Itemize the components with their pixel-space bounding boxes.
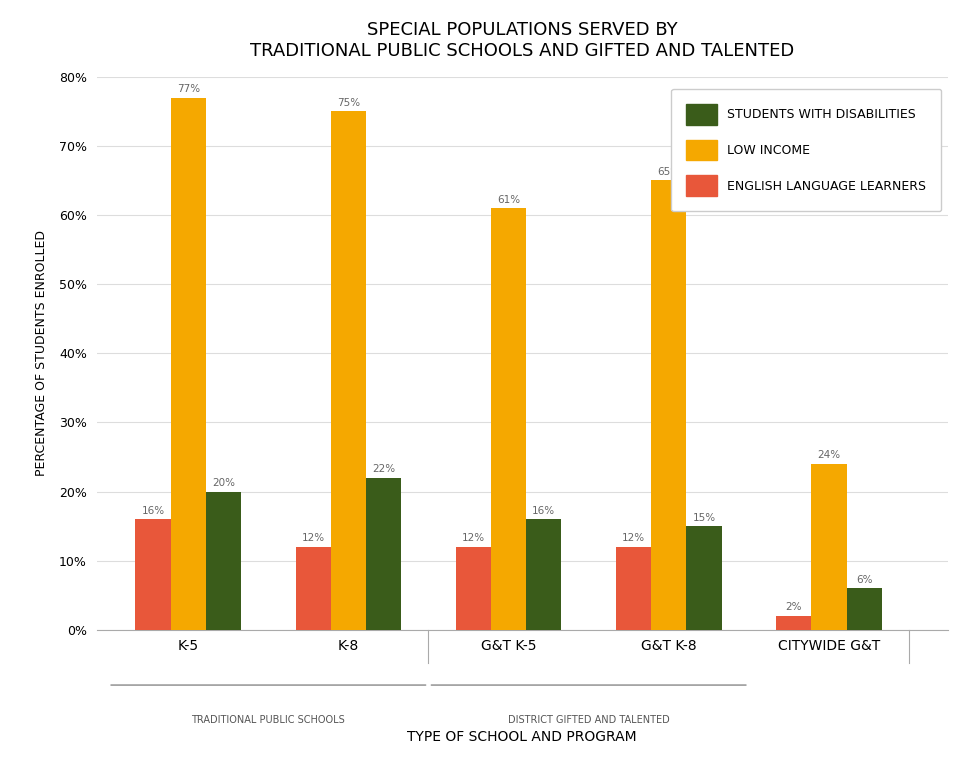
Text: 61%: 61% [497,194,520,204]
Text: 65%: 65% [658,167,681,177]
Bar [170,98,206,630]
Text: DISTRICT GIFTED AND TALENTED: DISTRICT GIFTED AND TALENTED [508,716,669,726]
Text: 15%: 15% [692,512,716,522]
Bar [491,208,526,630]
Bar [135,519,170,630]
Bar [651,180,687,630]
Text: 12%: 12% [622,533,645,544]
Bar [526,519,562,630]
Text: 6%: 6% [856,574,872,585]
Bar [777,616,811,630]
Bar [296,547,331,630]
Text: 77%: 77% [177,84,200,94]
Text: 20%: 20% [212,478,235,488]
Y-axis label: PERCENTAGE OF STUDENTS ENROLLED: PERCENTAGE OF STUDENTS ENROLLED [35,230,48,476]
Text: 22%: 22% [372,464,396,474]
X-axis label: TYPE OF SCHOOL AND PROGRAM: TYPE OF SCHOOL AND PROGRAM [407,730,637,744]
Legend: STUDENTS WITH DISABILITIES, LOW INCOME, ENGLISH LANGUAGE LEARNERS: STUDENTS WITH DISABILITIES, LOW INCOME, … [671,88,942,211]
Bar [811,464,846,630]
Text: 12%: 12% [462,533,484,544]
Bar [331,111,366,630]
Bar [366,478,401,630]
Title: SPECIAL POPULATIONS SERVED BY
TRADITIONAL PUBLIC SCHOOLS AND GIFTED AND TALENTED: SPECIAL POPULATIONS SERVED BY TRADITIONA… [250,22,794,60]
Text: 16%: 16% [141,505,164,516]
Bar [846,588,882,630]
Text: 12%: 12% [302,533,325,544]
Bar [687,526,721,630]
Text: 75%: 75% [337,98,360,108]
Text: TRADITIONAL PUBLIC SCHOOLS: TRADITIONAL PUBLIC SCHOOLS [191,716,345,726]
Bar [206,492,241,630]
Bar [616,547,651,630]
Bar [455,547,491,630]
Text: 24%: 24% [817,450,840,460]
Text: 16%: 16% [532,505,555,516]
Text: 2%: 2% [785,602,802,613]
